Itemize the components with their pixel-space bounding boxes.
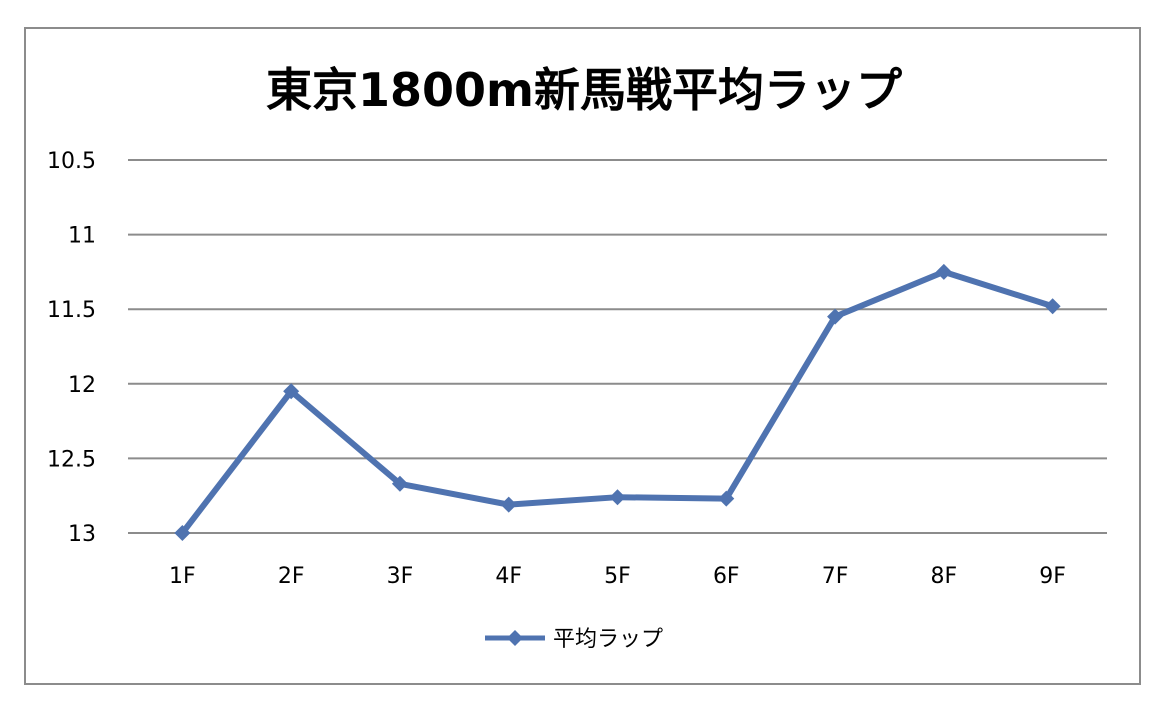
y-tick-label: 11 (68, 224, 96, 249)
x-tick-label: 6F (713, 564, 740, 589)
x-tick-label: 5F (604, 564, 631, 589)
x-tick-label: 2F (278, 564, 305, 589)
data-point-marker (1044, 298, 1061, 315)
legend-marker-swatch (507, 630, 523, 646)
y-axis-ticks: 10.5 11 11.5 12 12.5 13 (47, 149, 96, 547)
data-point-marker (827, 308, 844, 325)
data-point-marker (935, 263, 952, 280)
data-point-marker (718, 490, 735, 507)
series-group (174, 263, 1061, 541)
x-tick-label: 4F (495, 564, 522, 589)
x-tick-label: 1F (169, 564, 196, 589)
legend-label: 平均ラップ (553, 627, 663, 652)
chart-title: 東京1800m新馬戦平均ラップ (266, 63, 902, 117)
data-point-marker (500, 496, 517, 513)
x-tick-label: 3F (387, 564, 414, 589)
data-point-marker (609, 489, 626, 506)
chart-frame (24, 27, 1141, 685)
legend: 平均ラップ (485, 627, 663, 652)
x-axis-ticks: 1F 2F 3F 4F 5F 6F 7F 8F 9F (169, 564, 1066, 589)
data-point-marker (283, 383, 300, 400)
data-point-marker (174, 525, 191, 541)
y-tick-label: 13 (68, 522, 96, 547)
gridlines (128, 159, 1107, 534)
x-tick-label: 8F (931, 564, 958, 589)
y-tick-label: 12 (68, 373, 96, 398)
y-tick-label: 10.5 (47, 149, 96, 174)
data-point-marker (391, 475, 408, 492)
y-tick-label: 11.5 (47, 298, 96, 323)
y-tick-label: 12.5 (47, 447, 96, 472)
x-tick-label: 9F (1039, 564, 1066, 589)
x-tick-label: 7F (822, 564, 849, 589)
